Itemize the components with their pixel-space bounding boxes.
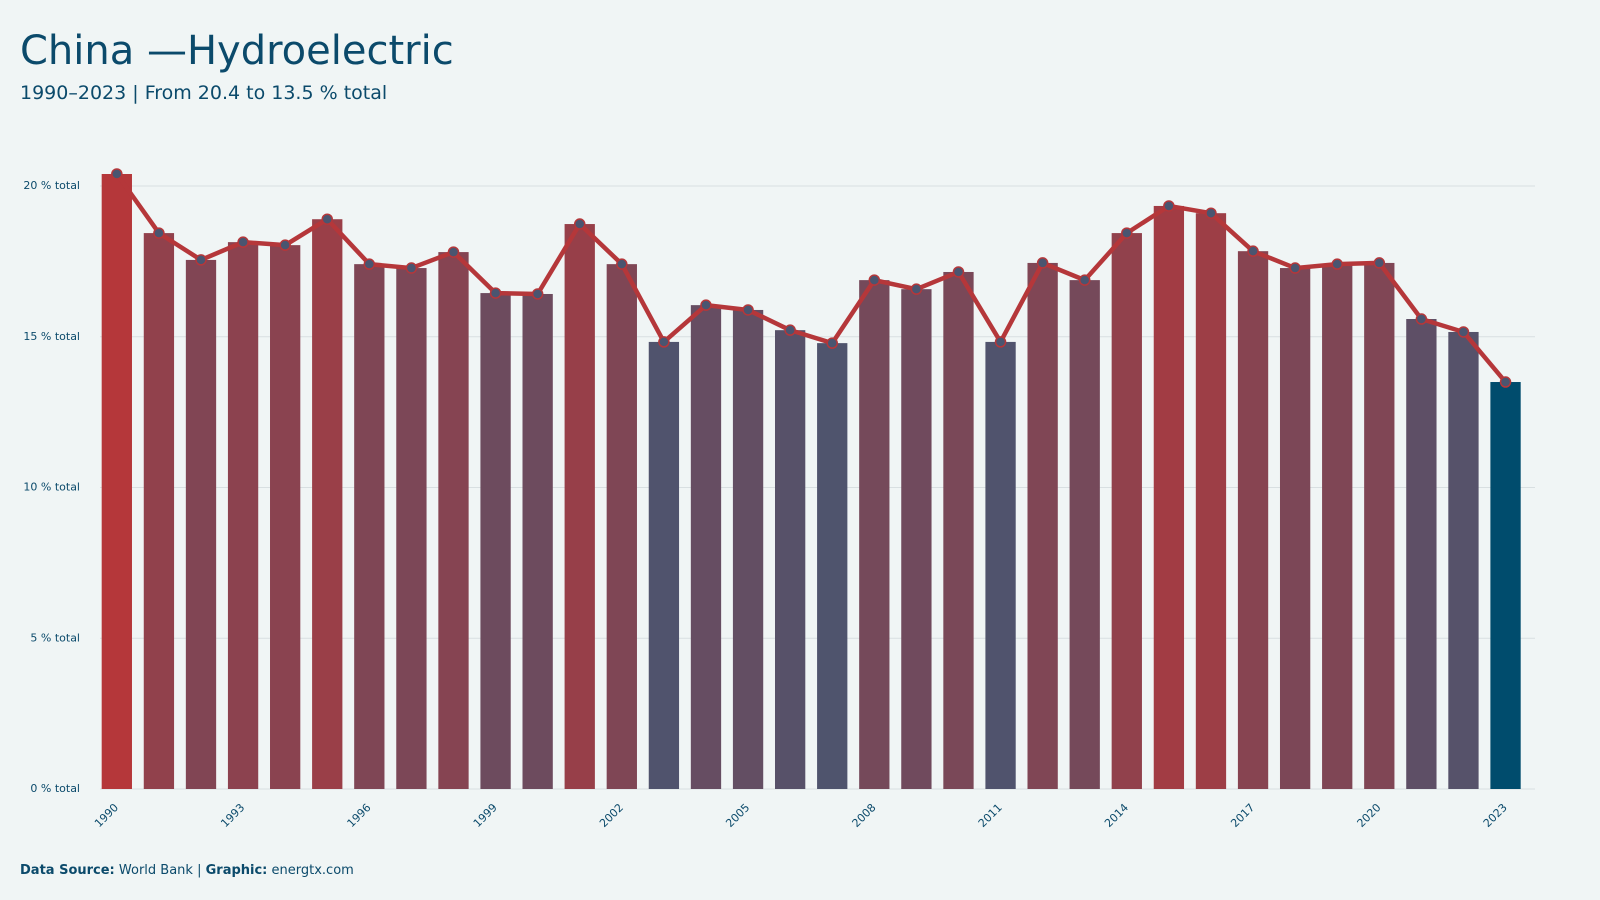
y-tick-label: 10 % total (23, 481, 80, 494)
bar (817, 343, 848, 789)
bar (901, 289, 932, 789)
footer-label: Graphic: (206, 863, 268, 878)
bar (859, 280, 890, 789)
marker (1247, 245, 1259, 257)
bar (1111, 233, 1142, 789)
x-tick-label: 1996 (345, 801, 374, 830)
marker (1499, 376, 1512, 388)
marker (1457, 326, 1470, 338)
bar (774, 330, 806, 789)
bar (270, 245, 301, 789)
bar (564, 224, 595, 789)
marker (1373, 257, 1386, 269)
x-tick-label: 1999 (471, 801, 500, 830)
footer-label: Data Source: (20, 863, 115, 878)
marker (1036, 257, 1049, 269)
bar (227, 242, 259, 790)
x-tick-label: 2002 (597, 801, 626, 830)
bar (985, 341, 1016, 789)
marker (111, 168, 123, 180)
marker (616, 258, 628, 270)
bar (943, 271, 974, 790)
marker (700, 299, 712, 311)
bar (1279, 268, 1311, 789)
x-tick-label: 2023 (1481, 801, 1510, 830)
marker (237, 236, 249, 248)
marker (826, 337, 838, 349)
bar (732, 309, 764, 789)
marker (1415, 313, 1428, 325)
chart-subtitle: 1990–2023 | From 20.4 to 13.5 % total (20, 82, 387, 104)
bar (101, 174, 132, 789)
bar (1448, 331, 1479, 789)
y-tick-label: 0 % total (30, 782, 80, 795)
marker (1331, 258, 1343, 270)
y-tick-label: 20 % total (23, 179, 80, 192)
bar (185, 259, 217, 789)
x-tick-label: 2014 (1102, 801, 1131, 830)
footer-text: World Bank | (119, 863, 202, 878)
bar (354, 264, 385, 789)
marker (321, 213, 333, 225)
marker (742, 304, 754, 316)
marker (405, 262, 418, 274)
marker (195, 254, 207, 266)
chart-title: China —Hydroelectric (20, 28, 454, 74)
x-tick-label: 1990 (92, 801, 121, 830)
marker (952, 266, 965, 278)
marker (573, 218, 586, 230)
footer: Data Source: World Bank | Graphic: energ… (20, 863, 354, 878)
marker (1121, 227, 1133, 239)
bar (1322, 264, 1353, 789)
bar (312, 219, 343, 789)
bar (1027, 262, 1058, 789)
bar (648, 341, 680, 789)
x-tick-label: 1993 (218, 801, 247, 830)
marker (1205, 207, 1217, 219)
bar (1195, 213, 1227, 790)
bar (690, 305, 722, 789)
y-tick-label: 5 % total (30, 631, 80, 644)
bar (606, 264, 637, 789)
footer-text: energtx.com (272, 863, 354, 878)
bar (480, 293, 511, 789)
bar (1490, 382, 1521, 789)
x-tick-label: 2011 (976, 801, 1005, 830)
line (115, 172, 1508, 384)
marker (447, 246, 460, 258)
x-tick-label: 2020 (1355, 801, 1384, 830)
marker (994, 336, 1007, 348)
bar (522, 293, 553, 789)
bar (1406, 319, 1437, 789)
marker (531, 288, 544, 300)
marker (363, 258, 376, 270)
x-tick-label: 2017 (1228, 801, 1257, 830)
bar (1237, 251, 1269, 790)
bar (1364, 262, 1395, 789)
marker (784, 324, 796, 336)
marker (868, 274, 881, 286)
x-tick-label: 2005 (723, 801, 752, 830)
bar (396, 268, 427, 789)
marker (1163, 200, 1175, 212)
bar (438, 252, 469, 790)
bar (143, 233, 175, 789)
bar (1069, 280, 1100, 789)
marker (658, 336, 670, 348)
marker (1289, 262, 1301, 274)
marker (279, 239, 291, 251)
marker (153, 227, 165, 239)
bar (1153, 205, 1185, 790)
marker (910, 283, 923, 295)
x-tick-label: 2008 (850, 801, 879, 830)
marker (489, 287, 502, 299)
marker (1078, 274, 1091, 286)
y-tick-label: 15 % total (23, 330, 80, 343)
